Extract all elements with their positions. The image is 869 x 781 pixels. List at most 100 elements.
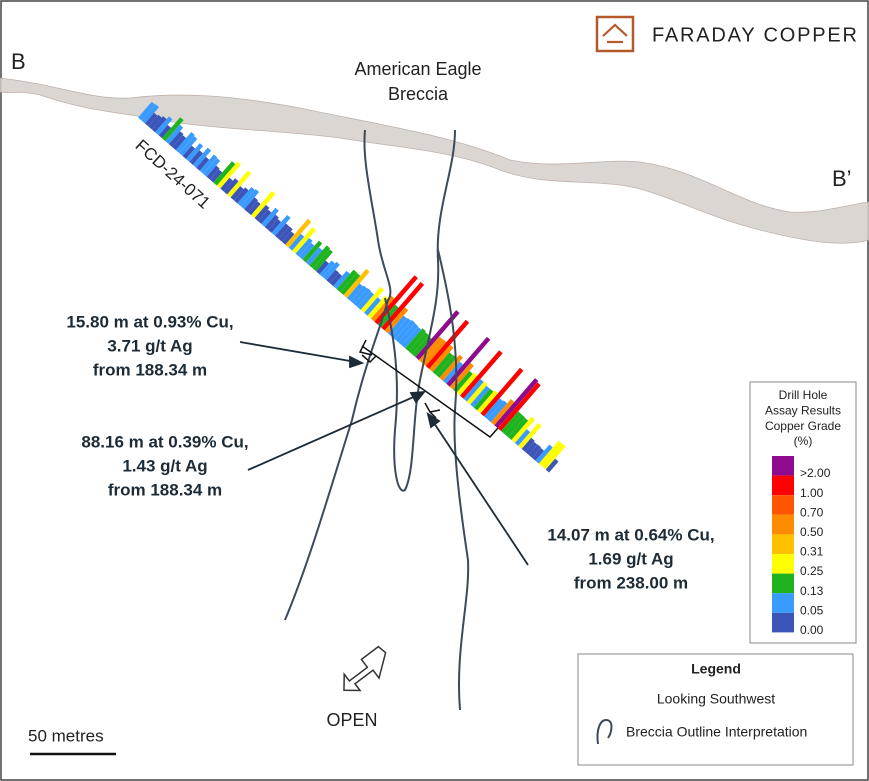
assay-bar [305, 247, 323, 266]
assay-bar [144, 112, 158, 127]
company-name: FARADAY COPPER [652, 24, 859, 46]
assay-bar [162, 117, 184, 142]
intercept: 3.71 g/t Ag [107, 336, 192, 355]
assay-bar [179, 135, 198, 156]
assay-bar [292, 227, 316, 254]
assay-bar [155, 116, 173, 136]
intercept-bracket [361, 354, 377, 364]
assay-bar [398, 323, 419, 346]
assay-bar [186, 143, 204, 162]
assay-bar [446, 336, 491, 387]
legend [577, 653, 854, 766]
assay-bar [357, 291, 375, 310]
assay-bar [158, 124, 172, 139]
assay-bar [281, 231, 295, 245]
open-arrow [343, 645, 387, 692]
grade-legend-title: Copper Grade [765, 419, 841, 433]
assay-bar [545, 458, 559, 473]
assay-bar [275, 223, 290, 239]
breccia-label: American Eagle [354, 59, 481, 79]
assay-bar [364, 297, 381, 316]
assay-bar [501, 411, 522, 435]
assay-bar [329, 273, 343, 287]
assay-bar [210, 169, 223, 183]
intercept: from 238.00 m [574, 573, 688, 592]
assay-bar [189, 150, 203, 165]
outline-icon [596, 718, 613, 745]
intercept: from 188.34 m [108, 480, 222, 499]
assay-bar [429, 344, 454, 372]
assay-bar [412, 335, 432, 358]
grade-label: 0.13 [800, 584, 824, 598]
section-end: B’ [832, 166, 852, 191]
assay-bar [333, 270, 350, 290]
assay-bar [285, 218, 312, 248]
assay-bar [401, 326, 422, 349]
assay-bar [466, 381, 488, 405]
assay-bar [240, 189, 260, 210]
assay-bar [203, 157, 221, 177]
assay-bar [223, 178, 239, 195]
assay-bar [165, 124, 184, 145]
assay-bar [370, 295, 395, 322]
assay-bar [422, 339, 447, 367]
assay-bar [504, 414, 525, 438]
assay-bar [148, 114, 162, 130]
assay-bar [473, 388, 494, 411]
intercept: from 188.34 m [93, 360, 207, 379]
grade-label: 0.70 [800, 505, 824, 519]
assay-bar [456, 372, 478, 396]
assay-bar [514, 429, 531, 446]
grade-legend-title: (%) [794, 434, 813, 448]
assay-bar [425, 319, 470, 369]
grade-swatch [772, 534, 794, 554]
assay-bar [518, 422, 542, 449]
assay-bar [172, 135, 187, 151]
assay-bar [302, 240, 323, 263]
grade-label: 0.25 [800, 564, 824, 578]
assay-bar [175, 132, 195, 154]
assay-bar [442, 361, 464, 384]
assay-bar [497, 382, 541, 432]
legend-view: Looking Southwest [657, 691, 775, 707]
assay-bar [531, 447, 545, 461]
grade-label: 1.00 [800, 486, 824, 500]
assay-bar [316, 260, 329, 275]
grade-legend-title: Assay Results [765, 403, 841, 417]
assay-bar [319, 260, 335, 278]
breccia-label: Breccia [388, 84, 449, 104]
grade-label: 0.50 [800, 525, 824, 539]
grade-label: 0.31 [800, 545, 824, 559]
assay-bar [182, 145, 196, 159]
assay-bar [295, 237, 313, 257]
breccia-outline [384, 129, 456, 492]
assay-bar [490, 399, 515, 426]
assay-bar [542, 443, 566, 470]
assay-bar [460, 350, 503, 399]
assay-bar [538, 440, 563, 467]
assay-bar [151, 116, 167, 133]
assay-bar [168, 131, 184, 148]
grade-swatch [772, 593, 794, 613]
intercept: 15.80 m at 0.93% Cu, [66, 312, 233, 331]
assay-bar [216, 161, 241, 189]
assay-bar [525, 441, 538, 455]
grade-label: 0.00 [800, 623, 824, 637]
assay-bar [470, 385, 490, 408]
assay-bar [528, 444, 541, 458]
assay-bar [394, 319, 416, 343]
assay-bar [323, 261, 340, 281]
assay-bar [432, 352, 453, 375]
assay-bar [264, 214, 279, 230]
assay-bar [391, 317, 412, 340]
assay-bar [326, 269, 339, 284]
legend-outline: Breccia Outline Interpretation [626, 724, 807, 740]
pointers [239, 341, 529, 566]
assay-bar [494, 378, 539, 429]
assay-bar [312, 249, 333, 272]
assay-bar [353, 288, 371, 307]
grade-swatch [772, 573, 794, 594]
assay-bar [254, 204, 270, 222]
